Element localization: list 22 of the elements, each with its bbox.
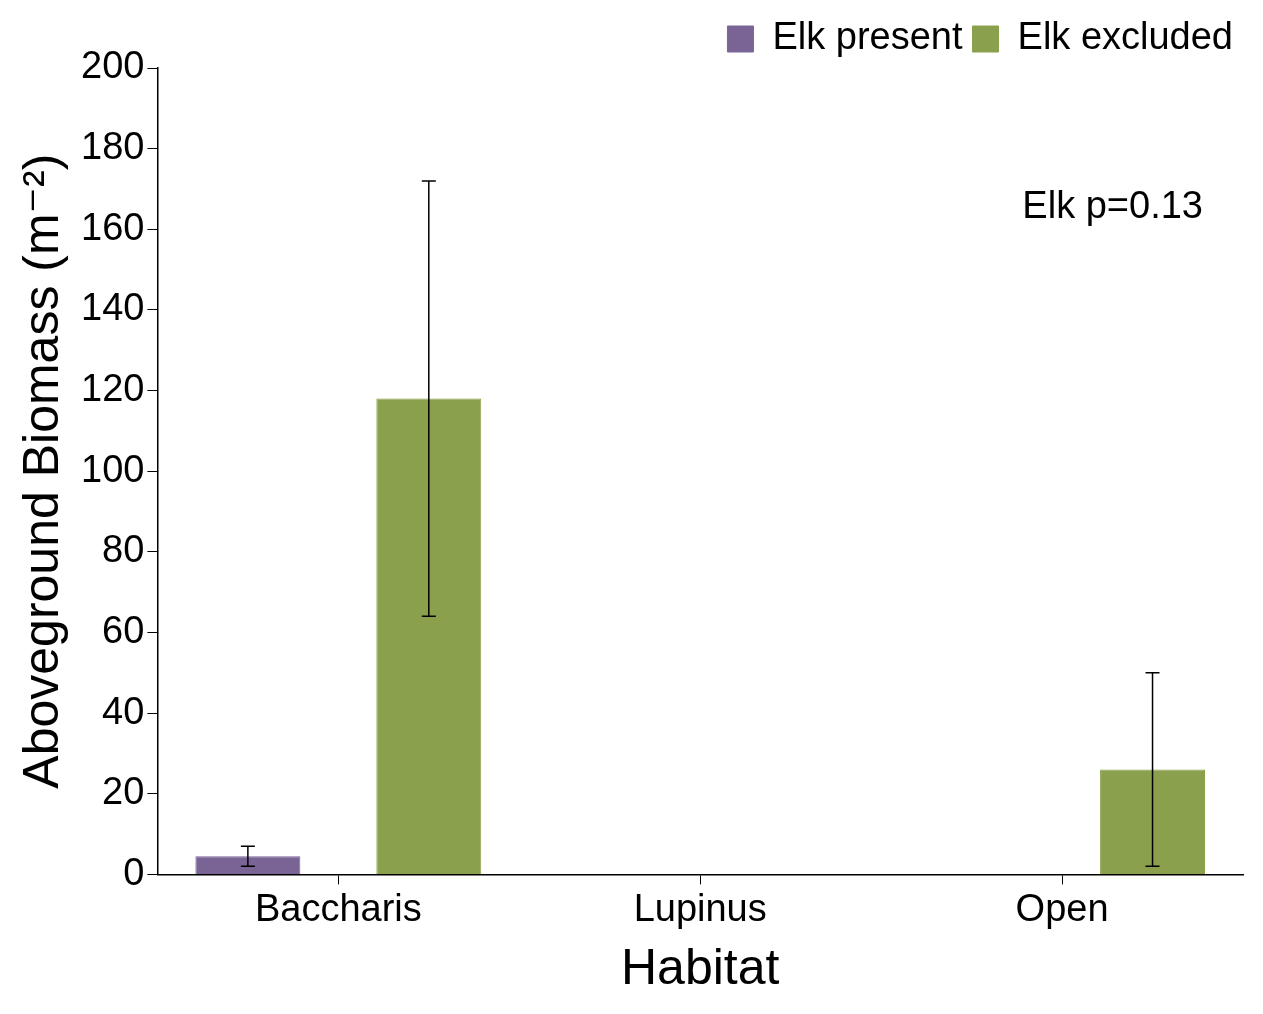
- legend-label: Elk present: [772, 15, 963, 58]
- y-tick-label: 200: [81, 44, 145, 87]
- y-tick-label: 20: [102, 770, 145, 813]
- y-tick-label: 140: [81, 286, 145, 329]
- x-tick-label: Baccharis: [254, 886, 422, 929]
- y-tick-label: 120: [81, 367, 145, 410]
- y-tick-label: 60: [102, 608, 145, 651]
- y-axis-title: Aboveground Biomass (m⁻²): [12, 153, 69, 789]
- x-tick-label: Open: [1015, 886, 1109, 929]
- y-tick-label: 160: [81, 205, 145, 248]
- annotation: Elk p=0.13: [1022, 184, 1203, 227]
- y-tick-label: 0: [123, 850, 145, 893]
- legend-label: Elk excluded: [1017, 15, 1234, 58]
- x-tick-label: Lupinus: [633, 886, 767, 929]
- x-axis-title: Habitat: [620, 938, 780, 995]
- y-tick-label: 100: [81, 447, 145, 490]
- bar: [195, 856, 301, 874]
- y-tick-label: 180: [81, 125, 145, 168]
- bar: [376, 398, 482, 874]
- y-tick-label: 80: [102, 528, 145, 571]
- y-tick-label: 40: [102, 689, 145, 732]
- bar: [1100, 769, 1205, 874]
